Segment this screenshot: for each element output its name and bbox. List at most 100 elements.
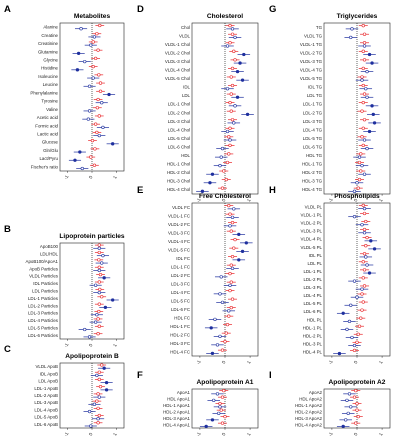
red-point [365,235,369,240]
red-point [229,92,233,96]
blue-point [102,366,106,370]
x-tick-label: 0 [88,175,94,180]
blue-point [228,283,232,288]
red-point [97,265,101,269]
red-point [360,308,364,312]
row-label-hdl-4-apoa2: HDL-4 ApoA2 [295,422,322,427]
blue-point [89,424,93,428]
panel-letter: H [269,185,276,196]
blue-point [220,146,225,151]
blue-point [346,411,350,416]
blue-point [92,402,97,406]
row-label-ldl-4-particles: LDL-4 Particles [28,318,59,323]
red-point [362,118,367,122]
blue-point [101,125,105,130]
blue-point [111,142,115,146]
row-label-ldl-3-fc: LDL-3 FC [171,281,190,286]
blue-point [367,271,372,275]
row-label-vldl: VLDL [179,33,191,38]
row-label-ldl-3-apob: LDL-3 ApoB [34,400,58,405]
blue-point [225,87,230,91]
red-point [361,24,365,28]
row-label-ldl-4-chol: LDL-4 Chol [168,127,190,132]
row-label-glucose: Glucose [42,140,59,145]
row-label-acetic-acid: Acetic acid [37,115,59,120]
blue-point [347,319,352,324]
blue-point [362,44,367,48]
blue-point [79,27,83,31]
row-label-vldl-4-fc: VLDL-4 FC [168,239,190,244]
red-point [355,408,359,412]
red-point [361,66,365,71]
red-point [357,324,362,328]
blue-point [232,121,236,125]
red-point [230,254,235,259]
red-point [220,348,225,352]
blue-point [352,215,357,219]
blue-point [360,164,364,168]
row-label-hdl-2-tg: HDL-2 TG [302,170,323,175]
blue-point [209,326,213,330]
blue-point [104,388,109,392]
red-point [225,322,230,327]
row-label-apoa1: ApoA1 [177,390,191,395]
red-point [360,135,364,139]
x-tick-label: 1 [378,198,384,203]
row-label-vldl-pl: VLDL PL [305,205,323,210]
blue-point [87,409,92,414]
row-label-formic-acid: Formic acid [35,123,58,128]
blue-point [87,335,92,339]
panel-frame [323,22,391,195]
blue-point [228,138,232,142]
row-label-vldl-3-fc: VLDL-3 FC [168,230,190,235]
blue-point [350,335,354,340]
red-point [96,97,100,102]
row-label-isoleucine: Isoleucine [38,74,58,79]
x-tick-label: 1 [112,432,118,437]
x-tick-label: 0 [88,432,94,437]
blue-point [365,95,369,99]
red-point [362,284,367,288]
blue-point [230,266,235,271]
panel-title: Free Cholesterol [199,193,251,200]
blue-point [364,255,368,259]
red-point [354,388,358,393]
blue-point [92,35,97,39]
x-tick-label: -1 [63,431,70,437]
blue-point [355,295,359,299]
row-label-vldl-1-chol: VLDL-1 Chol [165,42,190,47]
panel-title: Apolipoprotein A1 [197,379,254,386]
red-point [228,126,232,130]
row-label-alanine: Alanine [43,25,58,30]
red-point [228,143,232,148]
blue-point [96,417,100,421]
red-point [220,395,225,399]
red-point [356,414,360,419]
panel-letter: A [4,4,11,15]
row-label-ldl-2-tg: LDL-2 TG [303,110,323,115]
blue-point [228,224,232,228]
blue-point [215,343,220,347]
red-point [228,212,232,216]
row-label-vldl-2-chol: VLDL-2 Chol [165,50,190,55]
row-label-hdl-pl: HDL PL [307,317,323,322]
blue-point [215,392,220,396]
red-point [232,246,236,250]
row-label-ldl-2-particles: LDL-2 Particles [28,303,59,308]
red-point [223,414,227,419]
row-label-lact-pyru: Lact/Pyru [39,156,58,161]
blue-point [360,78,364,82]
blue-point [242,52,246,57]
blue-point [232,207,236,211]
blue-point [80,166,84,171]
blue-point [360,223,364,227]
blue-point [237,232,241,237]
red-point [230,83,235,88]
red-point [96,332,100,336]
row-label-chol: Chol [181,25,190,30]
red-point [352,395,357,399]
blue-point [93,320,98,324]
blue-point [372,247,377,251]
row-label-hdl-3-apoa1: HDL-3 ApoA1 [163,416,190,421]
